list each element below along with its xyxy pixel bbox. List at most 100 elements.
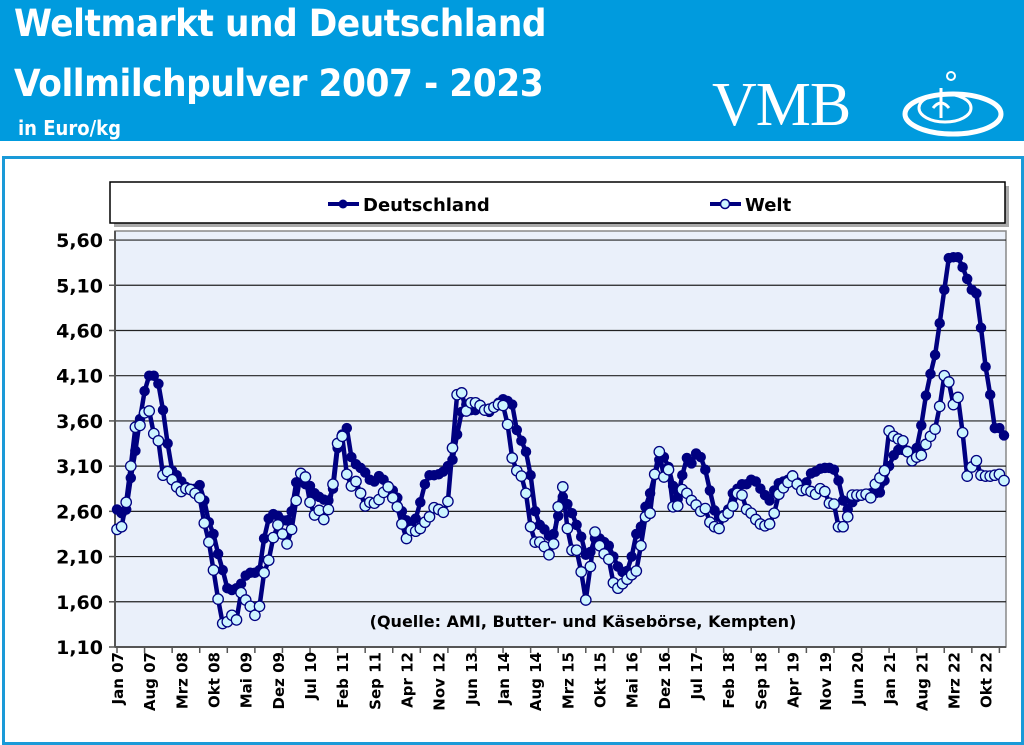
data-point-deutschland xyxy=(971,288,982,299)
y-tick-label: 1,10 xyxy=(56,637,103,659)
series-welt xyxy=(111,369,1010,630)
series-layer xyxy=(111,251,1010,630)
data-point-deutschland xyxy=(929,349,941,361)
data-point-welt xyxy=(956,426,969,439)
data-point-welt xyxy=(961,470,974,482)
data-point-welt xyxy=(212,593,224,605)
x-tick-label: Feb 11 xyxy=(334,652,352,709)
data-point-welt xyxy=(322,503,335,516)
y-tick-label: 5,60 xyxy=(56,230,103,252)
data-point-deutschland xyxy=(750,476,762,487)
data-point-welt xyxy=(115,520,128,533)
data-point-deutschland xyxy=(700,464,711,475)
data-point-deutschland xyxy=(920,390,932,401)
data-point-deutschland xyxy=(686,458,697,469)
data-point-deutschland xyxy=(833,475,844,486)
data-point-deutschland xyxy=(994,422,1005,434)
vmb-logo: VMB xyxy=(712,66,1012,142)
data-point-deutschland xyxy=(704,485,716,496)
legend-box xyxy=(109,181,1006,224)
data-point-deutschland xyxy=(571,519,582,531)
x-tick-label: Mai 09 xyxy=(238,652,256,708)
data-point-welt xyxy=(134,419,146,432)
data-point-welt xyxy=(203,536,215,548)
data-point-welt xyxy=(726,500,739,512)
data-point-deutschland xyxy=(410,513,421,524)
line-chart: Deutschland Welt 1,10 1,60 2,10 2,60 3,10 3,6… xyxy=(56,181,1010,711)
data-point-welt xyxy=(386,491,399,504)
data-point-welt xyxy=(382,481,395,493)
data-point-deutschland xyxy=(419,478,431,490)
legend-marker-deutschland xyxy=(338,199,348,209)
data-point-welt xyxy=(942,376,955,388)
x-tick-label: Sep 18 xyxy=(752,652,770,710)
data-point-welt xyxy=(662,463,675,476)
legend-item-welt: Welt xyxy=(710,195,792,216)
x-tick-label: Jul 10 xyxy=(302,652,320,701)
source-annotation: (Quelle: AMI, Butter- und Käsebörse, Kem… xyxy=(370,612,797,631)
legend-label-deutschland: Deutschland xyxy=(363,195,490,216)
x-tick-label: Jun 13 xyxy=(463,652,481,706)
data-point-welt xyxy=(230,614,243,626)
data-point-deutschland xyxy=(139,385,150,397)
x-tick-label: Dez 09 xyxy=(270,652,288,709)
data-point-welt xyxy=(327,478,339,491)
data-point-welt xyxy=(818,485,831,498)
data-point-deutschland xyxy=(258,533,270,544)
data-point-welt xyxy=(602,553,615,566)
data-point-deutschland xyxy=(925,368,936,380)
data-point-deutschland xyxy=(511,424,523,436)
logo-swirl-icon xyxy=(902,71,1004,137)
data-point-deutschland xyxy=(828,464,840,475)
data-point-welt xyxy=(878,464,891,477)
data-point-welt xyxy=(442,495,454,508)
data-point-deutschland xyxy=(529,506,541,517)
data-point-welt xyxy=(299,471,312,483)
x-tick-label: Okt 22 xyxy=(978,652,996,708)
x-tick-label: Mrz 08 xyxy=(173,652,191,709)
x-tick-label: Aug 07 xyxy=(141,652,159,711)
chart-card: Deutschland Welt 1,10 1,60 2,10 2,60 3,10 3,6… xyxy=(2,156,1024,745)
x-tick-label: Jul 17 xyxy=(688,652,706,701)
legend-label-welt: Welt xyxy=(745,195,792,216)
legend-item-deutschland: Deutschland xyxy=(328,195,490,216)
data-point-deutschland xyxy=(525,469,536,481)
data-point-deutschland xyxy=(148,370,160,381)
data-point-welt xyxy=(575,566,588,578)
data-point-deutschland xyxy=(957,261,968,273)
gridlines xyxy=(115,239,1006,603)
y-tick-label: 2,10 xyxy=(56,547,103,569)
x-tick-label: Okt 15 xyxy=(592,652,610,708)
data-point-welt xyxy=(249,609,261,622)
x-tick-label: Okt 08 xyxy=(206,652,224,708)
data-point-welt xyxy=(671,500,684,512)
data-point-welt xyxy=(901,445,914,458)
data-point-welt xyxy=(552,500,565,513)
data-point-welt xyxy=(933,400,946,413)
data-point-deutschland xyxy=(157,404,169,416)
data-point-welt xyxy=(644,507,656,520)
data-point-deutschland xyxy=(837,495,849,506)
x-tick-label: Mrz 22 xyxy=(945,652,963,709)
x-tick-label: Jun 20 xyxy=(849,652,867,706)
data-point-welt xyxy=(579,594,592,606)
data-point-deutschland xyxy=(984,389,996,400)
x-tick-label: Nov 19 xyxy=(817,652,835,711)
data-point-deutschland xyxy=(998,430,1010,441)
x-axis: Jan 07 Aug 07 Mrz 08 Okt 08 Mai 09 Dez 09 Jul … xyxy=(109,646,1006,711)
x-tick-label: Jan 21 xyxy=(881,652,899,705)
data-point-welt xyxy=(423,510,436,523)
data-point-welt xyxy=(506,452,519,464)
x-tick-label: Sep 11 xyxy=(366,652,384,710)
legend: Deutschland Welt xyxy=(109,181,1009,227)
data-point-welt xyxy=(143,405,156,417)
data-point-welt xyxy=(272,519,284,531)
data-point-welt xyxy=(198,517,211,529)
data-point-deutschland xyxy=(916,420,927,431)
data-point-welt xyxy=(253,600,266,613)
plot-area xyxy=(114,230,1007,648)
data-point-deutschland xyxy=(764,495,775,506)
data-point-welt xyxy=(258,566,270,579)
y-tick-label: 2,60 xyxy=(56,501,103,523)
data-point-deutschland xyxy=(516,435,527,447)
